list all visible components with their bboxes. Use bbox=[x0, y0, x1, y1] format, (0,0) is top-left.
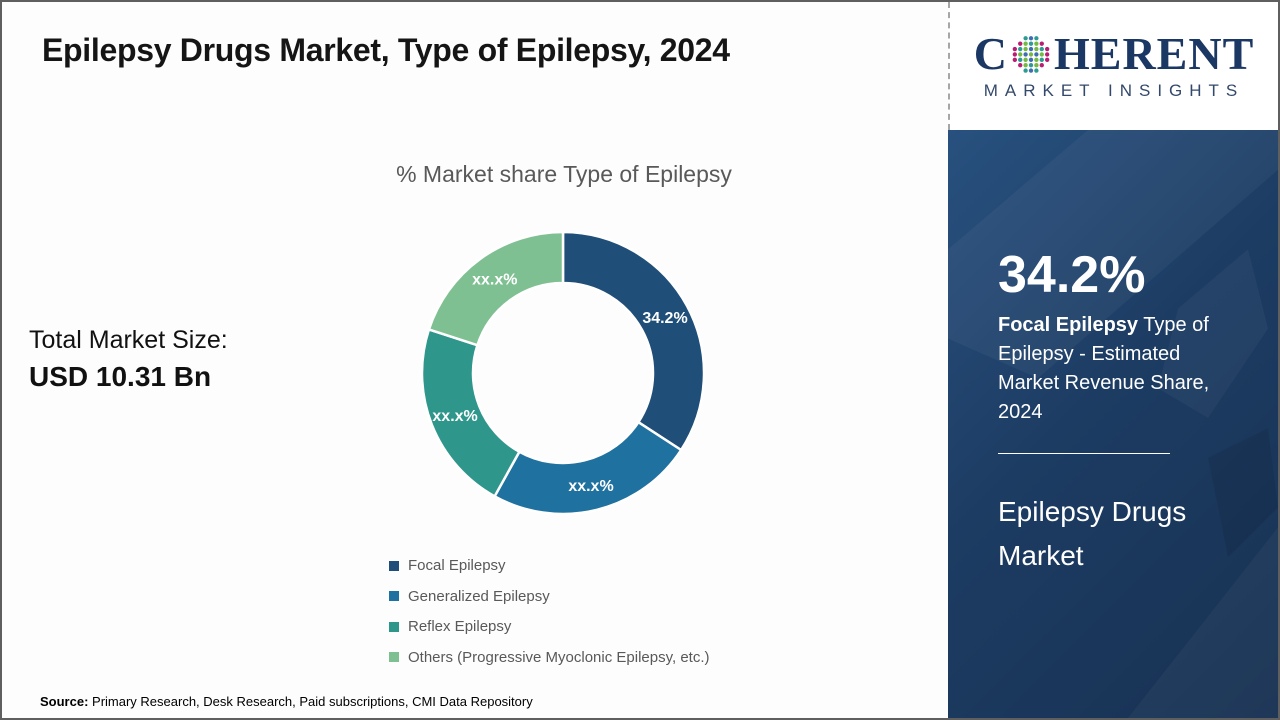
donut-segment-3 bbox=[427, 230, 565, 347]
legend-item-others: Others (Progressive Myoclonic Epilepsy, … bbox=[389, 646, 710, 669]
slice-value-label-1: xx.x% bbox=[568, 478, 613, 495]
brand-letters-rest: HERENT bbox=[1053, 28, 1255, 79]
sidebar-content: 34.2% Focal Epilepsy Type of Epilepsy - … bbox=[948, 130, 1278, 578]
slice-value-label-2: xx.x% bbox=[432, 408, 477, 425]
source-text: Primary Research, Desk Research, Paid su… bbox=[88, 694, 533, 709]
highlight-sidebar: 34.2% Focal Epilepsy Type of Epilepsy - … bbox=[948, 130, 1278, 718]
focal-share-stat-value: 34.2% bbox=[998, 246, 1146, 304]
brand-logo-subtitle: MARKET INSIGHTS bbox=[983, 81, 1245, 100]
legend-label: Focal Epilepsy bbox=[408, 557, 506, 574]
brand-logo-wordmark: C HERENT bbox=[974, 31, 1255, 77]
stat-description-bold: Focal Epilepsy bbox=[998, 313, 1139, 336]
market-name: Epilepsy Drugs Market bbox=[998, 495, 1187, 571]
donut-chart-svg: 34.2% xx.x% xx.x% xx.x% bbox=[420, 230, 706, 516]
coherent-globe-icon bbox=[1012, 36, 1050, 73]
legend-item-focal: Focal Epilepsy bbox=[389, 554, 710, 577]
brand-logo: C HERENT MARKET INSIGHTS bbox=[948, 2, 1278, 130]
chart-title: % Market share Type of Epilepsy bbox=[396, 161, 732, 187]
source-label: Source: bbox=[40, 694, 89, 709]
donut-segment-1 bbox=[493, 420, 683, 516]
total-market-size-block: Total Market Size: USD 10.31 Bn bbox=[29, 326, 228, 393]
slice-value-label-0: 34.2% bbox=[642, 310, 687, 327]
slice-value-label-3: xx.x% bbox=[472, 272, 517, 289]
chart-legend: Focal Epilepsy Generalized Epilepsy Refl… bbox=[389, 554, 710, 676]
total-market-size-value: USD 10.31 Bn bbox=[29, 361, 212, 392]
legend-label: Generalized Epilepsy bbox=[408, 587, 550, 605]
legend-label: Reflex Epilepsy bbox=[408, 618, 512, 635]
world-map-texture bbox=[948, 130, 1278, 558]
sidebar-divider bbox=[998, 452, 1170, 454]
legend-swatch bbox=[389, 621, 399, 632]
legend-label: Others (Progressive Myoclonic Epilepsy, … bbox=[408, 648, 710, 666]
stat-description-rest: Type of Epilepsy - Estimated Market Reve… bbox=[998, 313, 1210, 423]
focal-share-stat-description: Focal Epilepsy Type of Epilepsy - Estima… bbox=[998, 311, 1234, 427]
legend-swatch bbox=[389, 591, 399, 601]
donut-chart: 34.2% xx.x% xx.x% xx.x% bbox=[413, 223, 713, 523]
legend-item-generalized: Generalized Epilepsy bbox=[389, 585, 710, 608]
brand-letter-c: C bbox=[973, 28, 1008, 79]
donut-segment-0 bbox=[561, 230, 706, 452]
legend-swatch bbox=[389, 652, 399, 662]
page-title: Epilepsy Drugs Market, Type of Epilepsy,… bbox=[42, 32, 730, 68]
legend-swatch bbox=[389, 560, 399, 571]
source-note: Source: Primary Research, Desk Research,… bbox=[40, 694, 533, 709]
total-market-size-label: Total Market Size: bbox=[29, 326, 228, 354]
legend-item-reflex: Reflex Epilepsy bbox=[389, 615, 710, 638]
